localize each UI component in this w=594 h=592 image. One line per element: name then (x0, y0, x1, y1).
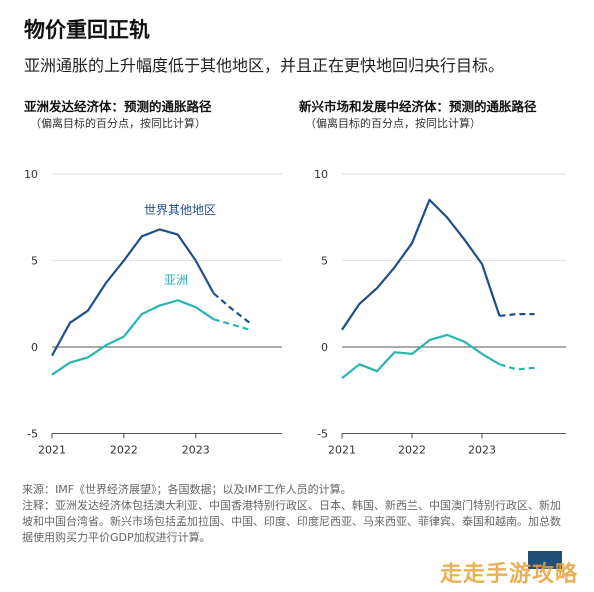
footer: 来源：IMF《世界经济展望》；各国数据；以及IMF工作人员的计算。 注释：亚洲发… (22, 482, 570, 546)
source-note: 来源：IMF《世界经济展望》；各国数据；以及IMF工作人员的计算。 (22, 483, 352, 496)
x-tick-label: 2022 (110, 444, 138, 457)
x-tick-label: 2021 (38, 444, 66, 457)
x-tick-label: 2023 (468, 444, 496, 457)
y-tick-label: 5 (31, 255, 38, 268)
y-tick-label: 10 (24, 168, 38, 181)
right-panel-note: （偏离目标的百分点，按同比计算） (305, 117, 481, 130)
watermark-text: 走走手游攻略 (440, 562, 579, 587)
rest-of-world-line (51, 228, 215, 357)
left-panel-note: （偏离目标的百分点，按同比计算） (30, 117, 206, 130)
chart-title: 物价重回正轨 (24, 18, 150, 42)
asia-line (341, 333, 501, 379)
series-label-rest-of-world: 世界其他地区 (144, 203, 216, 217)
x-tick-label: 2021 (328, 444, 356, 457)
y-tick-label: -5 (317, 428, 328, 441)
series-label-asia: 亚洲 (164, 273, 188, 287)
left-panel-title: 亚洲发达经济体：预测的通胀路径 (24, 99, 212, 114)
right-panel-title: 新兴市场和发展中经济体：预测的通胀路径 (299, 99, 537, 114)
footnote: 注释：亚洲发达经济体包括澳大利亚、中国香港特别行政区、日本、韩国、新西兰、中国澳… (22, 499, 561, 544)
y-tick-label: -5 (27, 428, 38, 441)
y-tick-label: 5 (321, 255, 328, 268)
y-tick-label: 0 (321, 341, 328, 354)
y-tick-label: 0 (31, 341, 38, 354)
rest-of-world-line (341, 198, 501, 331)
asia-line-forecast (213, 318, 251, 331)
x-tick-label: 2023 (182, 444, 210, 457)
asia-line-forecast (499, 363, 535, 371)
x-tick-label: 2022 (398, 444, 426, 457)
asia-line (51, 299, 215, 376)
imf-logo (528, 551, 562, 569)
chart-subtitle: 亚洲通胀的上升幅度低于其他地区，并且正在更快地回归央行目标。 (24, 56, 505, 75)
rest-of-world-line-forecast (212, 292, 251, 324)
y-tick-label: 10 (314, 168, 328, 181)
rest-of-world-line-forecast (499, 313, 535, 317)
